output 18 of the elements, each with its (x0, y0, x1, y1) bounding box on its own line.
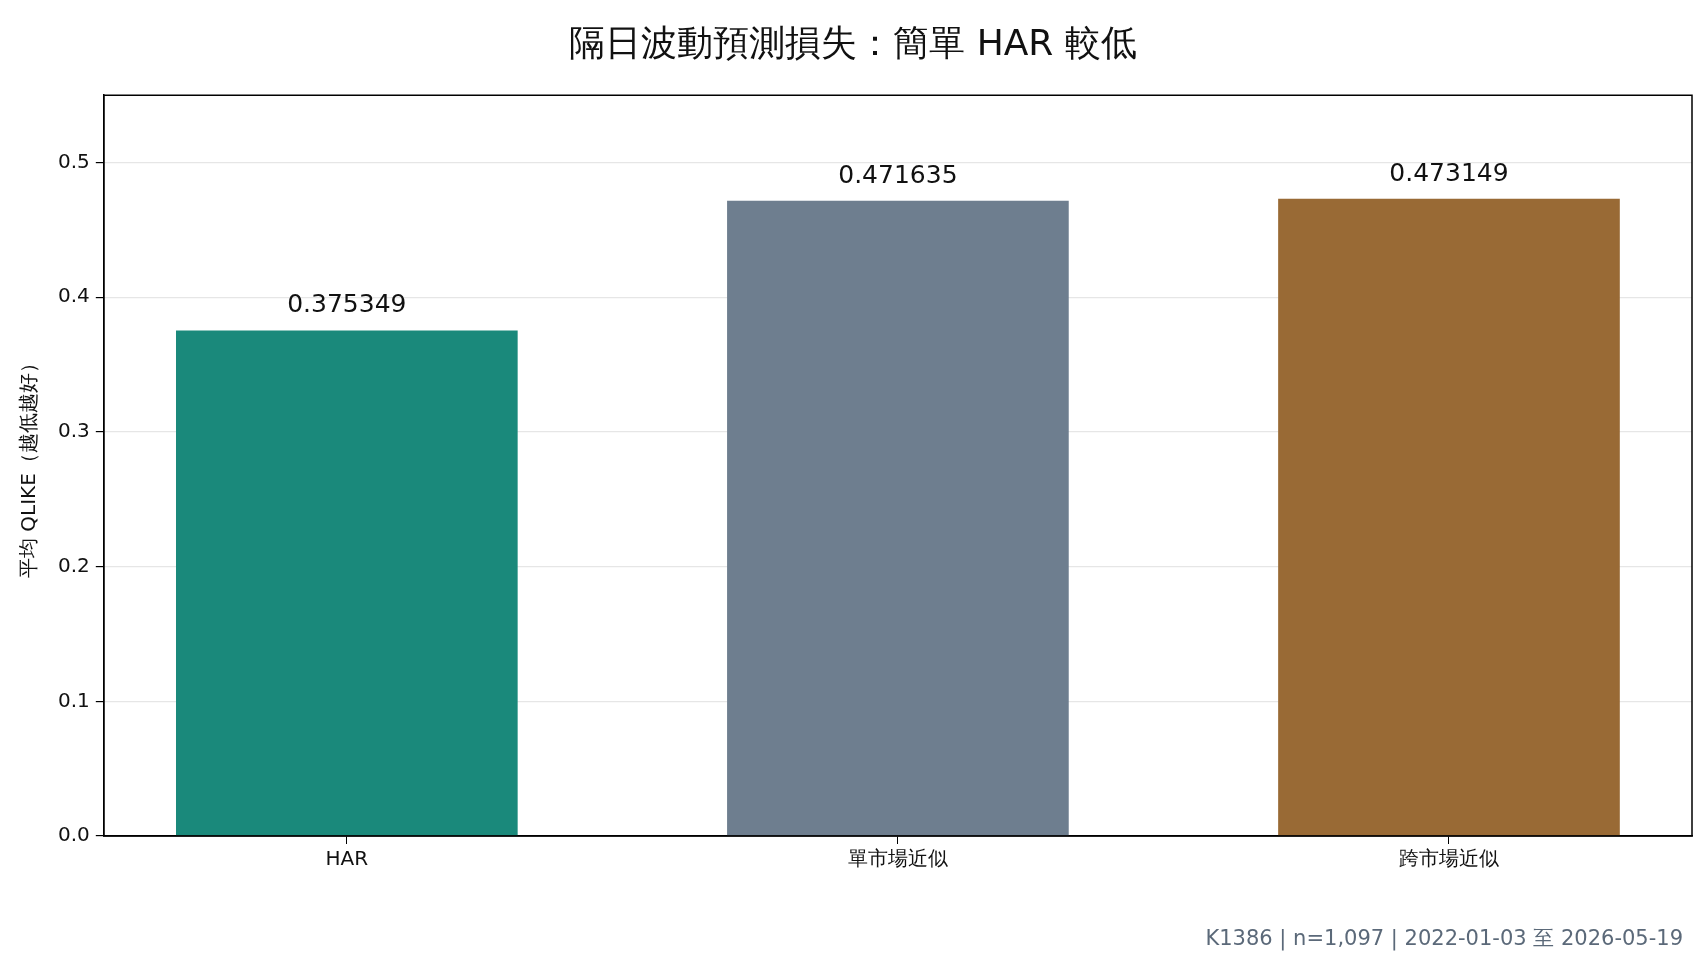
x-tick-label: 跨市場近似 (1398, 846, 1499, 871)
data-label: 0.473149 (1389, 157, 1509, 187)
bar (727, 200, 1069, 836)
text: K1386 | n=1,097 | 2022-01-03 至 2026-05-19 (1205, 926, 1683, 951)
y-tick-label: 0.1 (57, 687, 90, 712)
x-tick-label: 單市場近似 (847, 846, 948, 871)
bar (1278, 198, 1620, 836)
y-tick-label: 0.3 (57, 418, 90, 443)
bar (176, 330, 518, 836)
y-tick-label: 0.2 (57, 552, 90, 577)
y-tick-label: 0.4 (57, 283, 90, 308)
data-label: 0.471635 (838, 159, 958, 189)
y-tick-label: 0.0 (57, 822, 90, 847)
data-label: 0.375349 (287, 289, 407, 319)
x-tick-label: HAR (325, 846, 369, 871)
y-axis-title: 平均 QLIKE（越低越好） (16, 353, 41, 579)
chart-title: 隔日波動預測損失：簡單 HAR 較低 (569, 21, 1137, 63)
y-tick-label: 0.5 (57, 148, 90, 173)
